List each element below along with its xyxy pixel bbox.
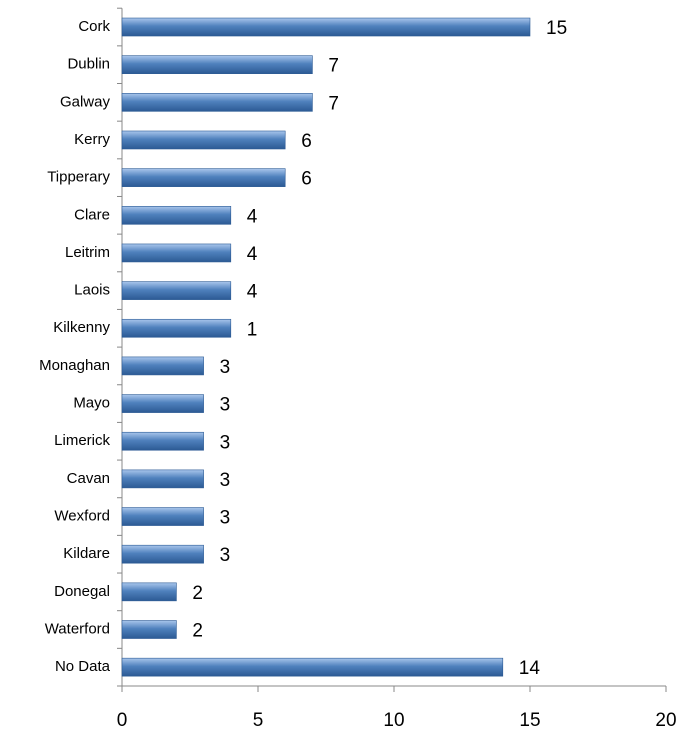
category-label: Leitrim bbox=[65, 244, 110, 261]
data-label: 1 bbox=[247, 319, 258, 340]
data-label: 3 bbox=[220, 508, 231, 529]
data-label: 4 bbox=[247, 206, 258, 227]
category-label: Laois bbox=[74, 282, 110, 299]
data-label: 2 bbox=[192, 583, 203, 604]
category-label: Kildare bbox=[63, 545, 110, 562]
bar bbox=[121, 394, 204, 413]
bar bbox=[121, 168, 286, 187]
data-label: 6 bbox=[301, 131, 312, 152]
category-label: Galway bbox=[60, 93, 111, 110]
bar bbox=[121, 55, 313, 74]
data-label: 6 bbox=[301, 169, 312, 190]
data-label: 14 bbox=[519, 658, 541, 679]
data-label: 3 bbox=[220, 470, 231, 491]
data-label: 4 bbox=[247, 244, 258, 265]
category-label: Cavan bbox=[67, 470, 110, 487]
category-label: Kilkenny bbox=[53, 319, 110, 336]
bar bbox=[121, 17, 531, 37]
category-label: Tipperary bbox=[47, 169, 110, 186]
bar bbox=[121, 243, 232, 263]
category-label: Dublin bbox=[67, 56, 110, 73]
category-label: Clare bbox=[74, 206, 110, 223]
x-tick-label: 10 bbox=[383, 710, 404, 731]
bar bbox=[121, 206, 232, 225]
bar bbox=[121, 469, 204, 489]
x-tick-label: 20 bbox=[655, 710, 676, 731]
bar bbox=[121, 318, 232, 338]
bar bbox=[121, 431, 204, 451]
bar bbox=[121, 281, 232, 300]
x-tick-label: 5 bbox=[253, 710, 264, 731]
category-label: Limerick bbox=[54, 432, 110, 449]
category-label: Donegal bbox=[54, 583, 110, 600]
bar bbox=[121, 356, 204, 376]
category-label: No Data bbox=[55, 658, 111, 675]
bar bbox=[121, 93, 313, 112]
x-tick-label: 0 bbox=[117, 710, 128, 731]
data-label: 3 bbox=[220, 545, 231, 566]
bar bbox=[121, 657, 504, 677]
data-label: 7 bbox=[328, 93, 339, 114]
x-tick-label: 15 bbox=[519, 710, 540, 731]
category-label: Monaghan bbox=[39, 357, 110, 374]
bar bbox=[121, 582, 177, 602]
data-label: 15 bbox=[546, 18, 567, 39]
category-label: Kerry bbox=[74, 131, 110, 148]
bar bbox=[121, 130, 286, 150]
data-label: 3 bbox=[220, 395, 231, 416]
bar bbox=[121, 507, 204, 526]
category-label: Cork bbox=[78, 18, 110, 35]
data-label: 2 bbox=[192, 621, 203, 642]
data-label: 7 bbox=[328, 56, 339, 77]
category-label: Mayo bbox=[73, 395, 110, 412]
data-label: 4 bbox=[247, 282, 258, 303]
category-label: Wexford bbox=[54, 508, 110, 525]
bar bbox=[121, 620, 177, 639]
bar bbox=[121, 544, 204, 564]
data-label: 3 bbox=[220, 357, 231, 378]
category-label: Waterford bbox=[45, 620, 110, 637]
data-label: 3 bbox=[220, 432, 231, 453]
